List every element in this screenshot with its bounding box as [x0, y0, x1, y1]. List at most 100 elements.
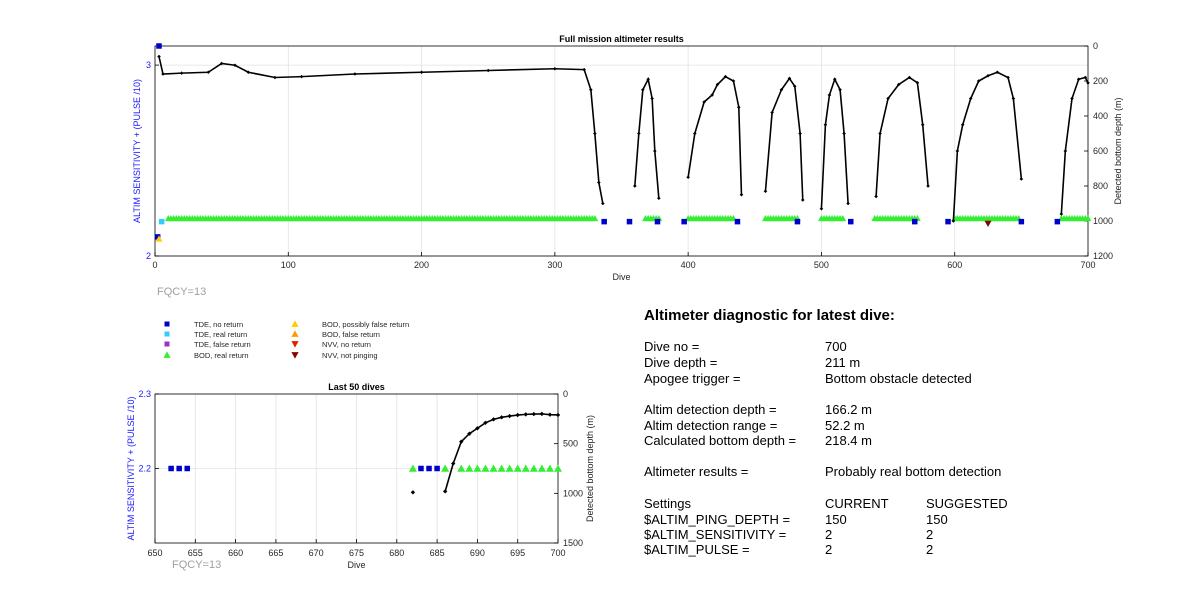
setting-suggested-sensitivity: 2 [926, 527, 934, 542]
depth-point [1086, 81, 1090, 85]
bod-real-return-marker [408, 464, 417, 472]
y2-tick-label: 800 [1093, 181, 1108, 191]
tde-no-return-marker [154, 234, 161, 240]
depth-point [475, 426, 480, 431]
depth-point [459, 439, 464, 444]
depth-line-segment [875, 76, 929, 197]
depth-point [597, 180, 601, 185]
depth-point [353, 72, 357, 76]
setting-suggested-pulse: 2 [926, 542, 934, 557]
depth-point [179, 71, 184, 75]
y2-tick-label: 1000 [1093, 216, 1113, 226]
setting-current-sensitivity: 2 [825, 527, 833, 542]
depth-point [593, 131, 597, 136]
y2-tick-label: 200 [1093, 76, 1108, 86]
depth-point [410, 490, 416, 495]
depth-point [874, 194, 878, 199]
settings-header-current: CURRENT [825, 496, 889, 511]
depth-point [846, 201, 850, 206]
x-tick-label: 650 [147, 548, 162, 558]
diag-value-dive-no: 700 [825, 339, 847, 354]
depth-point [206, 70, 211, 75]
y2-tick-label: 1200 [1093, 251, 1113, 261]
depth-point [499, 415, 504, 420]
depth-point [419, 70, 424, 75]
y2-tick-label: 1500 [563, 538, 583, 548]
depth-point [896, 82, 901, 87]
depth-point [650, 96, 654, 101]
depth-point [467, 431, 472, 436]
tde-no-return-marker [681, 218, 687, 225]
setting-current-pulse: 2 [825, 542, 833, 557]
diagnostic-title: Altimeter diagnostic for latest dive: [644, 307, 895, 324]
bod-real-return-marker [505, 464, 514, 472]
depth-point [832, 77, 837, 82]
depth-point [601, 201, 605, 206]
bod-real-return-marker [521, 464, 530, 472]
depth-point [523, 412, 528, 417]
depth-point [507, 413, 512, 419]
depth-point [986, 73, 990, 78]
y2-axis-label: Detected bottom depth (m) [1113, 97, 1123, 204]
y-tick-label: 2 [146, 251, 151, 261]
setting-label-ping-depth: $ALTIM_PING_DEPTH = [644, 512, 791, 527]
depth-point [1006, 75, 1010, 80]
y-tick-label: 2.3 [138, 389, 151, 399]
diag-value-altimeter-results: Probably real bottom detection [825, 464, 1002, 479]
tde-real-return-marker [158, 218, 165, 225]
chart-title: Full mission altimeter results [559, 34, 684, 44]
depth-point [553, 66, 557, 71]
setting-label-sensitivity: $ALTIM_SENSITIVITY = [644, 527, 787, 542]
depth-point [515, 412, 520, 418]
x-tick-label: 685 [430, 548, 445, 558]
triangle-down-marker [291, 341, 299, 348]
depth-line-segment [764, 76, 804, 201]
tde-no-return-marker [426, 465, 432, 472]
x-tick-label: 200 [414, 260, 429, 270]
x-tick-label: 300 [547, 260, 562, 270]
depth-point [723, 74, 728, 79]
square-marker [164, 341, 170, 347]
bod-real-return-marker [457, 464, 466, 472]
x-axis-label: Dive [347, 560, 365, 570]
diag-label-apogee-trigger: Apogee trigger = [644, 371, 741, 386]
depth-line-segment [158, 56, 604, 204]
depth-point [657, 196, 661, 201]
depth-point [907, 75, 912, 80]
bod-real-return-marker [465, 464, 474, 472]
depth-point [161, 72, 165, 76]
depth-point [686, 175, 690, 180]
x-tick-label: 680 [389, 548, 404, 558]
depth-point [968, 96, 973, 101]
diag-label-bottom-depth: Calculated bottom depth = [644, 433, 797, 448]
triangle-up-marker [163, 351, 171, 358]
depth-point [547, 412, 553, 417]
depth-point [787, 76, 792, 81]
depth-point [926, 184, 930, 188]
x-tick-label: 655 [188, 548, 203, 558]
x-tick-label: 0 [152, 260, 157, 270]
depth-point [710, 93, 714, 97]
depth-point [442, 489, 448, 494]
bod-real-return-marker [545, 464, 554, 472]
x-tick-label: 690 [470, 548, 485, 558]
tde-no-return-marker [156, 43, 162, 49]
y2-tick-label: 500 [563, 439, 578, 449]
tde-no-return-marker [848, 218, 854, 225]
bod-real-return-marker [1084, 214, 1092, 222]
depth-point [819, 206, 824, 211]
legend-label: BOD, false return [322, 330, 380, 339]
y-axis-label: ALTIM SENSITIVITY + (PULSE /10) [132, 79, 142, 223]
depth-point [219, 61, 224, 66]
depth-line-segment [820, 77, 849, 209]
fqcy-label-top: FQCY=13 [157, 286, 206, 298]
depth-line-segment [687, 75, 743, 195]
depth-point [702, 100, 706, 104]
diag-label-detection-depth: Altim detection depth = [644, 402, 777, 417]
depth-point [539, 411, 545, 417]
y2-tick-label: 400 [1093, 111, 1108, 121]
x-tick-label: 695 [510, 548, 525, 558]
tde-no-return-marker [654, 218, 661, 225]
x-tick-label: 660 [228, 548, 243, 558]
